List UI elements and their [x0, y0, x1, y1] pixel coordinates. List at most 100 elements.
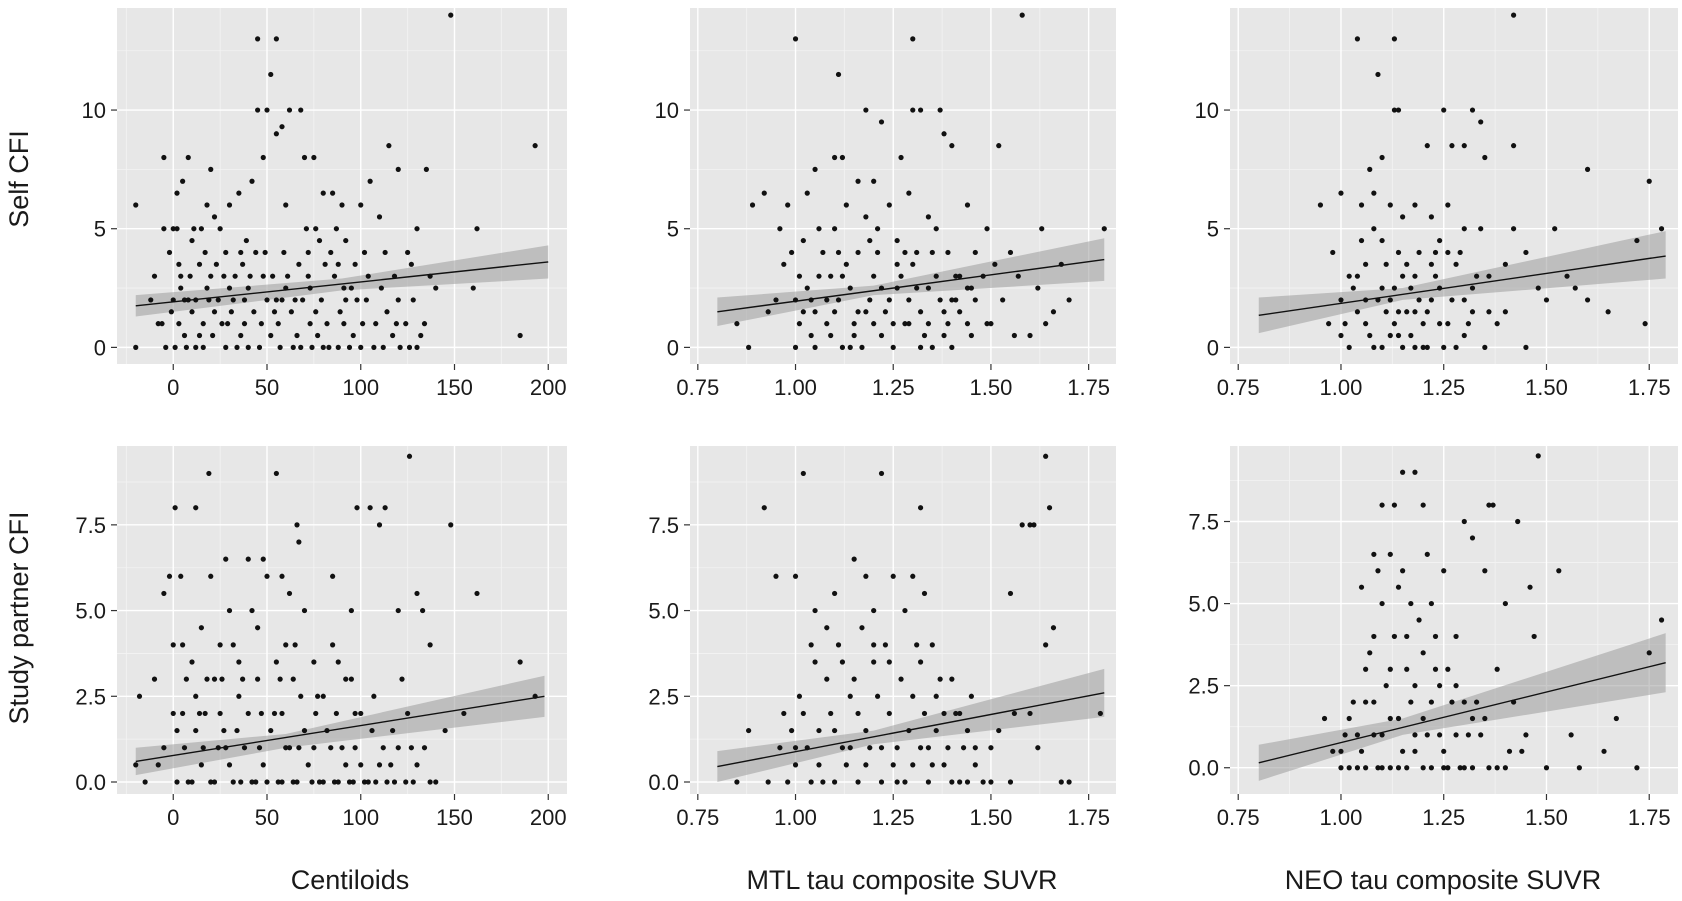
- data-point: [878, 779, 885, 785]
- data-point: [196, 710, 203, 717]
- data-point: [902, 607, 908, 614]
- data-point: [1494, 321, 1500, 327]
- data-point: [824, 321, 830, 327]
- data-point: [1441, 568, 1447, 574]
- data-point: [957, 309, 963, 315]
- data-point: [1478, 732, 1484, 738]
- data-point: [1552, 226, 1558, 232]
- data-point: [1408, 285, 1414, 291]
- data-point: [133, 762, 139, 768]
- data-point: [189, 659, 195, 665]
- data-point: [902, 321, 908, 327]
- data-point: [1058, 779, 1064, 785]
- data-point: [910, 261, 916, 267]
- data-point: [839, 344, 846, 350]
- data-point: [1658, 617, 1665, 623]
- data-point: [1404, 765, 1410, 771]
- data-point: [517, 659, 523, 665]
- data-point: [1412, 273, 1418, 279]
- data-point: [1428, 261, 1434, 267]
- data-point: [414, 590, 420, 597]
- data-point: [863, 573, 869, 579]
- data-point: [1461, 332, 1467, 339]
- data-point: [816, 762, 822, 768]
- data-point: [1432, 633, 1439, 640]
- data-point: [1354, 309, 1361, 315]
- data-point: [804, 285, 810, 291]
- y-tick-label: 5.0: [75, 599, 106, 624]
- data-point: [391, 779, 398, 785]
- data-point: [1395, 765, 1402, 771]
- data-point: [1346, 273, 1352, 279]
- data-point: [820, 779, 826, 785]
- data-point: [863, 107, 869, 113]
- data-point: [937, 676, 943, 682]
- data-point: [331, 273, 338, 279]
- x-tick-label: 1.75: [1067, 805, 1110, 830]
- data-point: [1441, 107, 1447, 113]
- data-point: [382, 505, 388, 511]
- data-point: [354, 505, 360, 511]
- data-point: [1584, 166, 1591, 172]
- data-point: [260, 154, 266, 161]
- data-point: [410, 297, 416, 303]
- data-point: [953, 710, 959, 717]
- regression-line: [135, 695, 545, 763]
- data-point: [245, 285, 251, 291]
- data-point: [275, 321, 281, 327]
- y-tick-label: 0: [1207, 335, 1219, 360]
- data-point: [1572, 285, 1578, 291]
- data-point: [1395, 309, 1402, 315]
- data-point: [217, 710, 223, 717]
- confidence-band: [135, 675, 545, 776]
- data-point: [882, 642, 889, 648]
- data-point: [376, 762, 383, 768]
- data-point: [1568, 732, 1574, 738]
- col-title-neo-tau: NEO tau composite SUVR: [1285, 865, 1602, 895]
- data-point: [268, 71, 274, 78]
- data-point: [859, 344, 865, 350]
- data-point: [361, 779, 368, 785]
- data-point: [198, 226, 204, 232]
- data-point: [1502, 765, 1508, 771]
- data-point: [1437, 237, 1443, 244]
- panel-data: [1258, 12, 1666, 350]
- data-point: [925, 321, 932, 327]
- data-point: [1342, 732, 1348, 738]
- data-point: [933, 693, 939, 699]
- data-point: [1564, 273, 1570, 279]
- data-point: [847, 745, 853, 751]
- x-tick-label: 1.25: [1422, 805, 1465, 830]
- data-point: [1449, 297, 1455, 303]
- data-point: [1482, 344, 1488, 350]
- data-point: [960, 745, 967, 751]
- data-point: [1011, 332, 1017, 339]
- data-point: [765, 309, 771, 315]
- data-point: [1461, 518, 1467, 525]
- y-tick-label: 5.0: [648, 599, 679, 624]
- data-point: [1043, 453, 1049, 459]
- data-point: [286, 745, 293, 751]
- data-point: [1642, 321, 1648, 327]
- x-tick-label: 0.75: [676, 805, 719, 830]
- data-point: [1379, 600, 1385, 607]
- data-point: [972, 297, 978, 303]
- data-point: [808, 642, 814, 648]
- data-point: [249, 607, 255, 614]
- data-point: [800, 237, 806, 244]
- x-tick-label: 1.25: [872, 805, 915, 830]
- data-point: [268, 727, 274, 734]
- data-point: [835, 71, 842, 78]
- data-point: [1338, 765, 1344, 771]
- x-tick-label: 0: [167, 375, 179, 400]
- data-point: [933, 727, 939, 734]
- data-point: [843, 762, 849, 768]
- data-point: [255, 625, 261, 631]
- data-point: [1358, 202, 1365, 208]
- data-point: [898, 154, 904, 161]
- data-point: [258, 321, 264, 327]
- regression-line: [1258, 661, 1666, 764]
- data-point: [189, 237, 195, 244]
- panel-background: [690, 446, 1116, 794]
